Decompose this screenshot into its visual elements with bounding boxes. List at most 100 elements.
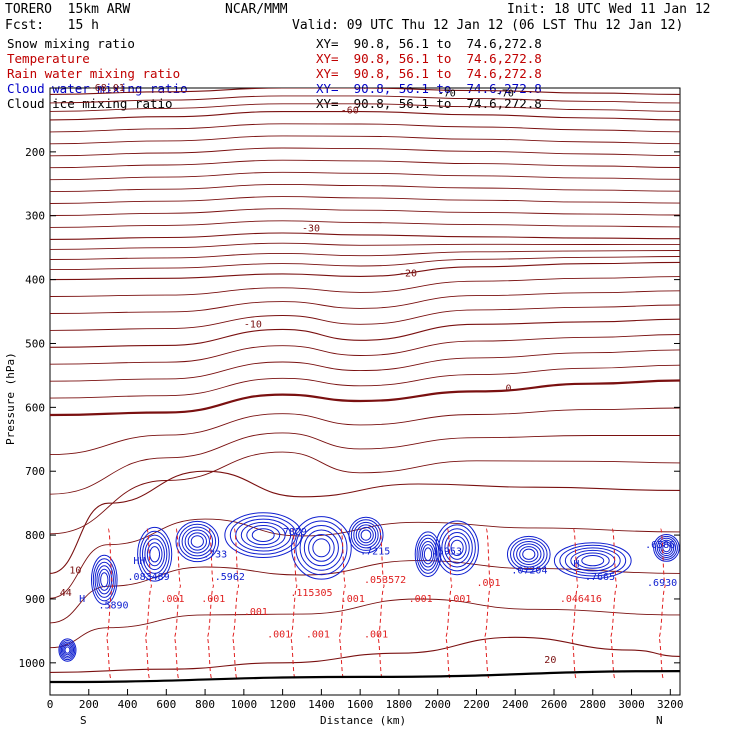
isotherm-label: 44	[60, 588, 72, 599]
cloud-water-contour	[581, 555, 605, 567]
rain-contour	[173, 528, 182, 680]
rain-contour	[338, 528, 347, 680]
axes: 0 200 400 600 800 1000 1200 1400 1600 1800 2000 220…	[19, 146, 684, 711]
x-tick-label: 400	[118, 698, 138, 711]
rain-water-label: .001	[267, 629, 291, 640]
cloud-water-contour	[450, 539, 464, 557]
cloud-water-contour	[510, 538, 548, 571]
cloud-water-label: .07204	[511, 565, 547, 576]
cloud-water-contour	[513, 540, 545, 568]
legend-snow-xy: XY= 90.8, 56.1 to 74.6,272.8	[316, 36, 542, 51]
isotherm-minor	[50, 451, 680, 535]
cloud-water-contour	[178, 523, 217, 560]
isotherms	[50, 88, 680, 673]
rain-water-label: .053572	[364, 575, 406, 586]
rain-water-label: .001	[364, 629, 388, 640]
y-tick-label: 300	[25, 210, 45, 223]
legend-rain: Rain water mixing ratio	[7, 66, 181, 81]
isotherm-minor	[50, 276, 680, 297]
cloud-water-contour	[181, 526, 214, 557]
x-tick-label: 1400	[308, 698, 335, 711]
cloud-water-contour	[246, 525, 281, 546]
isotherm--10	[50, 318, 680, 348]
cloud-water-contour	[144, 538, 165, 571]
cloud-water-label: .6930	[647, 578, 677, 589]
x-tick-label: 2200	[463, 698, 490, 711]
cloud-water-label: H	[79, 594, 85, 605]
rain-contour	[377, 528, 385, 680]
x-tick-label: 1800	[386, 698, 413, 711]
cloud-water-contour	[358, 526, 374, 544]
isotherm-minor	[50, 304, 680, 331]
cloud-water-label: H	[573, 559, 579, 570]
x-tick-label: 2800	[580, 698, 607, 711]
rain-water-label: .001	[201, 594, 225, 605]
cloud-water-contour	[658, 539, 675, 557]
cloud-water-contour	[229, 515, 297, 555]
isotherm-minor	[50, 334, 680, 365]
x-tick-label: 1600	[347, 698, 374, 711]
cloud-water-contour	[660, 541, 673, 555]
isotherm-minor	[50, 123, 680, 133]
isotherm-minor	[50, 349, 680, 382]
cloud-water-contour	[308, 533, 335, 562]
cloud-water-contour	[355, 524, 377, 546]
rain-water-contours	[105, 528, 666, 680]
cloud-water-contour	[444, 532, 470, 564]
isotherm-minor	[50, 220, 680, 228]
x-tick-label: 3000	[618, 698, 645, 711]
cloud-water-contour	[184, 529, 211, 554]
x-tick-label: 2000	[424, 698, 451, 711]
cloud-water-contour	[570, 549, 616, 572]
cloud-water-contour	[516, 543, 542, 565]
cloud-water-contour	[62, 643, 73, 657]
y-tick-label: 700	[25, 465, 45, 478]
cloud-water-contour	[303, 529, 339, 567]
cloud-water-contour	[92, 558, 116, 602]
model-title: TORERO 15km ARW	[5, 2, 131, 17]
isotherm-minor	[50, 147, 680, 157]
x-tick-label: 1200	[269, 698, 296, 711]
isotherm-minor	[50, 407, 680, 456]
surface-pressure-line	[49, 670, 681, 684]
rain-water-label: .115305	[290, 588, 332, 599]
cloud-water-contour	[447, 535, 467, 560]
cloud-water-contour	[350, 519, 382, 551]
rain-contour	[483, 528, 492, 680]
cloud-water-contour	[149, 546, 161, 563]
cloud-water-contour	[506, 535, 551, 573]
isotherm-label: 0	[506, 383, 512, 394]
valid-time: Valid: 09 UTC Thu 12 Jan 12 (06 LST Thu …	[292, 18, 684, 33]
cloud-water-contour	[141, 534, 168, 574]
x-tick-label: 1000	[231, 698, 258, 711]
cloud-water-contour	[420, 540, 436, 568]
cloud-water-contour	[295, 520, 348, 576]
cloud-water-contour	[146, 542, 163, 567]
isotherm-minor	[50, 242, 680, 250]
x-tick-label: 200	[79, 698, 99, 711]
cloud-water-contour	[360, 529, 372, 541]
legend-rain-xy: XY= 90.8, 56.1 to 74.6,272.8	[316, 66, 542, 81]
cloud-water-contour	[441, 528, 473, 568]
cloud-water-contour	[235, 518, 292, 552]
south-label: S	[80, 714, 87, 727]
cloud-water-contour	[98, 568, 111, 591]
cloud-water-contour	[553, 542, 632, 580]
cloud-water-contours	[58, 512, 680, 662]
x-axis-label: Distance (km)	[320, 714, 406, 727]
isotherm-minor	[50, 159, 680, 169]
cloud-water-contour	[90, 554, 118, 605]
rain-water-label: .001	[160, 594, 184, 605]
cloud-water-contour	[63, 644, 72, 656]
cloud-water-contour	[224, 512, 303, 558]
cloud-water-contour	[423, 547, 433, 562]
cloud-water-contour	[175, 520, 220, 563]
cloud-water-contour	[654, 535, 678, 560]
cloud-water-label: .5962	[215, 572, 245, 583]
cloud-water-contour	[662, 543, 671, 553]
rain-water-label: .001	[447, 594, 471, 605]
cloud-water-contour	[653, 533, 680, 562]
cloud-water-contour	[60, 641, 75, 659]
cloud-water-contour	[575, 552, 610, 569]
isotherm-label: 20	[544, 655, 556, 666]
